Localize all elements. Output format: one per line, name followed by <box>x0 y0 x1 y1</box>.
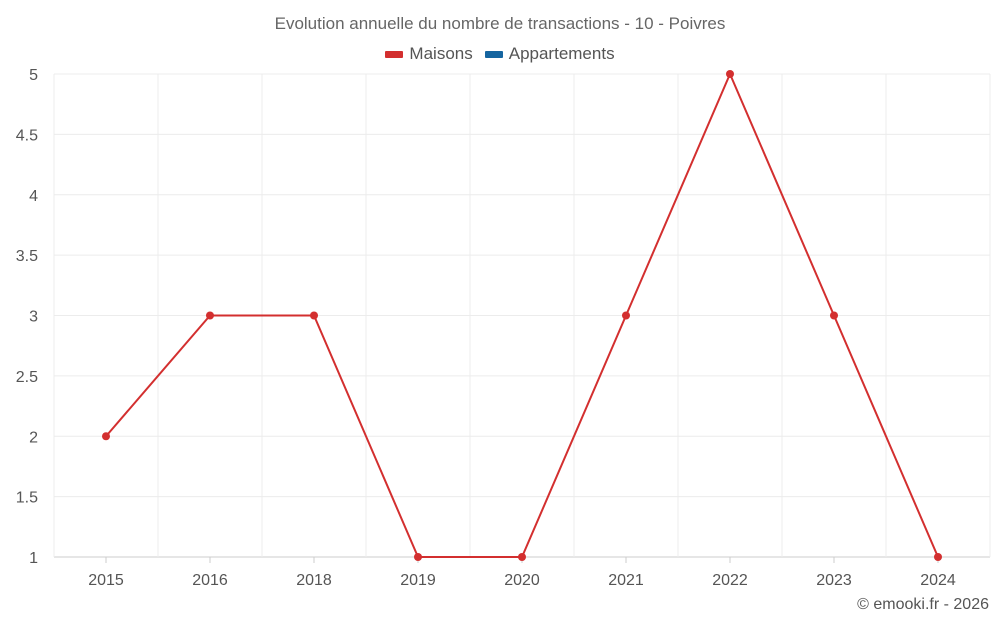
data-point-maisons[interactable] <box>518 553 526 561</box>
x-tick-label: 2024 <box>920 572 956 589</box>
data-point-maisons[interactable] <box>622 311 630 320</box>
grid-layer <box>53 73 991 558</box>
x-tick-label: 2015 <box>88 572 124 589</box>
legend-label-maisons: Maisons <box>409 44 473 63</box>
y-tick-label: 3 <box>29 309 38 326</box>
legend-label-appartements: Appartements <box>508 44 615 63</box>
data-point-maisons[interactable] <box>726 70 734 78</box>
legend-item-maisons[interactable]: Maisons <box>385 44 473 64</box>
y-tick-label: 2 <box>29 429 38 446</box>
y-tick-label: 1.5 <box>16 490 38 507</box>
y-tick-label: 4 <box>29 188 38 205</box>
data-point-maisons[interactable] <box>206 311 214 320</box>
axis-layer: 1 1.5 2 2.5 3 3.5 4 4.5 5 2015 2016 2018 2019 2020 202… <box>16 67 956 589</box>
y-tick-label: 2.5 <box>16 369 38 386</box>
y-tick-label: 5 <box>29 67 38 84</box>
legend-item-appartements[interactable]: Appartements <box>484 44 615 64</box>
x-tick-label: 2019 <box>400 572 436 589</box>
x-tick-label: 2016 <box>192 572 228 589</box>
data-point-maisons[interactable] <box>934 553 942 561</box>
chart-legend: Maisons Appartements <box>0 44 1000 64</box>
x-tick-label: 2021 <box>608 572 644 589</box>
x-tick-label: 2023 <box>816 572 852 589</box>
y-tick-label: 4.5 <box>16 127 38 144</box>
y-tick-label: 1 <box>29 550 38 567</box>
data-point-maisons[interactable] <box>830 311 838 320</box>
x-tick-label: 2020 <box>504 572 540 589</box>
data-point-maisons[interactable] <box>310 311 318 320</box>
data-point-maisons[interactable] <box>414 553 422 561</box>
data-point-maisons[interactable] <box>102 432 110 441</box>
series-layer <box>102 70 942 561</box>
chart-title: Evolution annuelle du nombre de transact… <box>274 14 726 33</box>
x-tick-label: 2018 <box>296 572 332 589</box>
legend-swatch-appartements <box>484 50 503 58</box>
legend-swatch-maisons <box>385 50 404 58</box>
x-tick-label: 2022 <box>712 572 748 589</box>
credit-text: © emooki.fr - 2026 <box>857 596 989 613</box>
y-tick-label: 3.5 <box>16 248 38 265</box>
